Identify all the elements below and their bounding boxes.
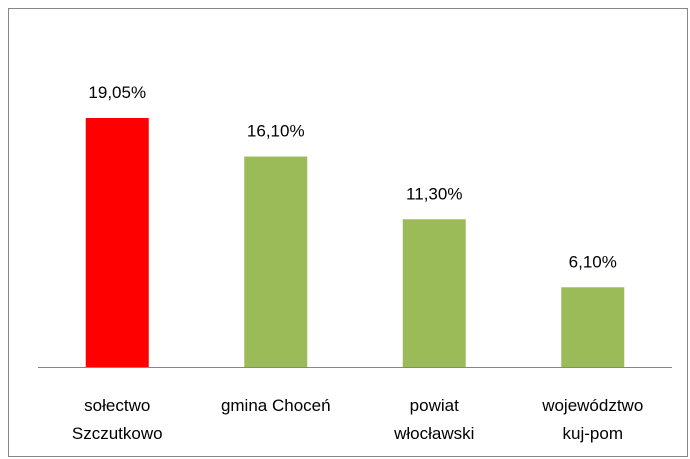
- x-tick-label: gmina Choceń: [220, 396, 331, 415]
- data-label: 19,05%: [88, 83, 146, 102]
- x-tick-label: powiat włocławski: [394, 396, 475, 443]
- data-label: 11,30%: [406, 184, 462, 203]
- data-label: 16,10%: [247, 122, 305, 141]
- bar: [244, 156, 308, 367]
- data-label: 6,10%: [569, 252, 617, 271]
- x-tick-label: województwo kuj-pom: [542, 396, 644, 443]
- bar: [85, 118, 149, 367]
- x-tick-label: sołectwo Szczutkowo: [71, 396, 163, 443]
- bar: [402, 219, 466, 367]
- bar: [561, 287, 625, 367]
